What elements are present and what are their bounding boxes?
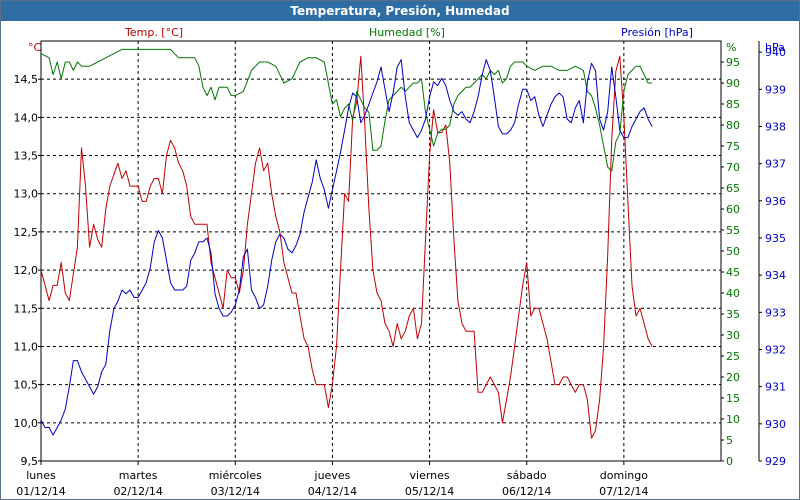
temperature-tick-label: 14,5 xyxy=(14,73,39,86)
x-tick-label-day: viernes xyxy=(410,469,450,482)
temperature-tick-label: 11,5 xyxy=(14,302,39,315)
humidity-tick-label: 55 xyxy=(726,224,740,237)
x-tick-label-day: jueves xyxy=(314,469,351,482)
humidity-tick-label: 20 xyxy=(726,371,740,384)
pressure-tick-label: 934 xyxy=(765,269,786,282)
pressure-axis-title: Presión [hPa] xyxy=(621,26,693,39)
humidity-tick-label: 0 xyxy=(726,455,733,468)
humidity-tick-label: 60 xyxy=(726,203,740,216)
humidity-tick-label: 85 xyxy=(726,98,740,111)
temperature-tick-label: 14,0 xyxy=(14,111,39,124)
x-tick-label-day: martes xyxy=(119,469,158,482)
temperature-tick-label: 12,5 xyxy=(14,226,39,239)
humidity-tick-label: 35 xyxy=(726,308,740,321)
humidity-series-line xyxy=(40,48,653,172)
humidity-axis-title: Humedad [%] xyxy=(369,26,445,39)
humidity-tick-label: 50 xyxy=(726,245,740,258)
x-tick-label-day: sábado xyxy=(507,469,547,482)
x-tick-label-date: 05/12/14 xyxy=(405,485,454,498)
pressure-tick-label: 933 xyxy=(765,306,786,319)
temperature-tick-label: 9,5 xyxy=(21,455,39,468)
pressure-tick-label: 938 xyxy=(765,120,786,133)
x-tick-label-day: domingo xyxy=(600,469,648,482)
temperature-unit-label: °C xyxy=(28,41,42,54)
temperature-axis-title: Temp. [°C] xyxy=(125,26,184,39)
x-tick-label-date: 01/12/14 xyxy=(16,485,65,498)
pressure-tick-label: 932 xyxy=(765,343,786,356)
humidity-tick-label: 15 xyxy=(726,392,740,405)
temperature-tick-label: 13,5 xyxy=(14,150,39,163)
x-tick-label-date: 07/12/14 xyxy=(599,485,648,498)
pressure-series-line xyxy=(40,59,653,436)
humidity-tick-label: 95 xyxy=(726,56,740,69)
x-tick-label-day: lunes xyxy=(26,469,56,482)
humidity-tick-label: 80 xyxy=(726,119,740,132)
humidity-tick-label: 30 xyxy=(726,329,740,342)
humidity-tick-label: 70 xyxy=(726,161,740,174)
humidity-unit-label: % xyxy=(726,41,736,54)
pressure-tick-label: 937 xyxy=(765,158,786,171)
temperature-tick-label: 11,0 xyxy=(14,340,39,353)
humidity-tick-label: 45 xyxy=(726,266,740,279)
pressure-tick-label: 939 xyxy=(765,83,786,96)
x-tick-label-date: 06/12/14 xyxy=(502,485,551,498)
x-tick-label-date: 04/12/14 xyxy=(308,485,357,498)
plot-frame xyxy=(40,40,722,462)
pressure-tick-label: 929 xyxy=(765,455,786,468)
humidity-tick-label: 25 xyxy=(726,350,740,363)
pressure-tick-label: 936 xyxy=(765,195,786,208)
temperature-tick-label: 10,5 xyxy=(14,379,39,392)
x-tick-label-date: 03/12/14 xyxy=(211,485,260,498)
temperature-tick-label: 13,0 xyxy=(14,188,39,201)
humidity-tick-label: 75 xyxy=(726,140,740,153)
x-tick-label-day: miércoles xyxy=(209,469,262,482)
pressure-tick-label: 931 xyxy=(765,381,786,394)
humidity-tick-label: 65 xyxy=(726,182,740,195)
humidity-tick-label: 90 xyxy=(726,77,740,90)
humidity-tick-label: 5 xyxy=(726,434,733,447)
temperature-tick-label: 10,0 xyxy=(14,417,39,430)
pressure-tick-label: 935 xyxy=(765,232,786,245)
window-title: Temperatura, Presión, Humedad xyxy=(1,1,799,21)
temperature-series-line xyxy=(40,55,653,439)
pressure-tick-label: 930 xyxy=(765,418,786,431)
x-tick-label-date: 02/12/14 xyxy=(113,485,162,498)
pressure-tick-label: 940 xyxy=(765,46,786,59)
humidity-tick-label: 40 xyxy=(726,287,740,300)
humidity-tick-label: 10 xyxy=(726,413,740,426)
pressure-unit-label: hPa xyxy=(765,41,785,54)
temperature-tick-label: 12,0 xyxy=(14,264,39,277)
